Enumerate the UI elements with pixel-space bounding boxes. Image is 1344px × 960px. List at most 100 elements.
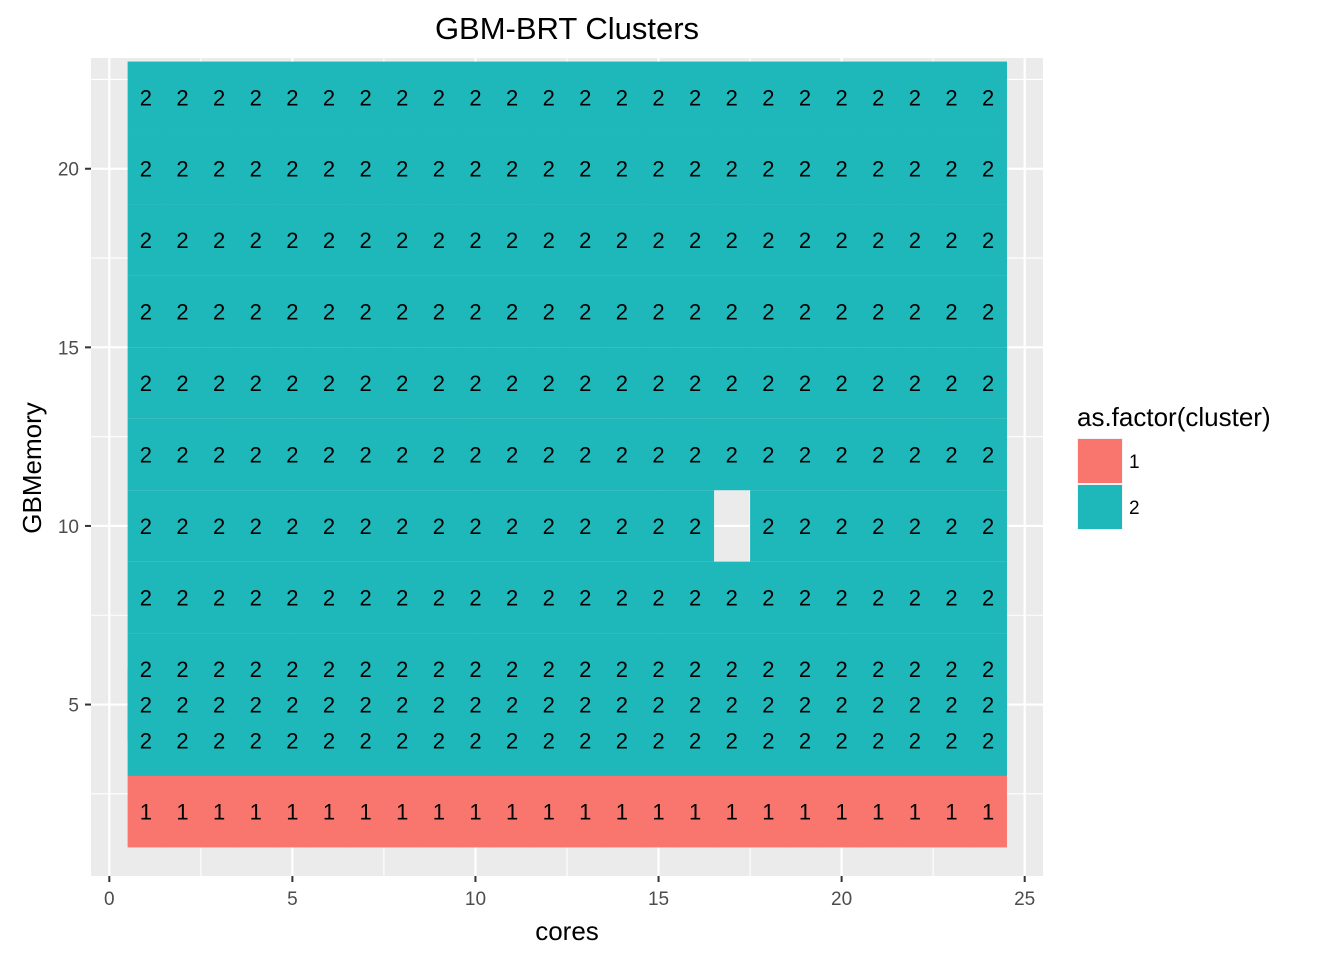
- cell-label: 2: [909, 585, 921, 610]
- heatmap-tile: [274, 347, 312, 419]
- cell-label: 2: [176, 657, 188, 682]
- heatmap-tile: [859, 133, 898, 205]
- heatmap-tile: [347, 204, 385, 276]
- heatmap-tile: [640, 490, 678, 562]
- cell-label: 2: [652, 728, 664, 753]
- heatmap-tile: [457, 275, 495, 348]
- heatmap-tile: [640, 347, 678, 419]
- heatmap-tile: [823, 133, 861, 205]
- heatmap-tile: [493, 61, 531, 134]
- heatmap-tile: [530, 561, 568, 634]
- heatmap-tile: [859, 275, 898, 348]
- cell-label: 2: [213, 585, 225, 610]
- heatmap-tile: [237, 418, 275, 491]
- heatmap-tile: [493, 418, 531, 491]
- cell-label: 2: [213, 514, 225, 539]
- heatmap-tile: [676, 561, 715, 634]
- cell-label: 2: [543, 300, 555, 325]
- cell-label: 2: [652, 300, 664, 325]
- heatmap-tile: [933, 633, 971, 705]
- cell-label: 1: [359, 800, 371, 825]
- cell-label: 2: [909, 442, 921, 467]
- x-tick-label: 20: [831, 889, 852, 910]
- cell-label: 2: [433, 228, 445, 253]
- heatmap-tile: [567, 418, 605, 491]
- heatmap-tile: [786, 633, 824, 705]
- cell-label: 2: [689, 514, 701, 539]
- cell-label: 2: [909, 693, 921, 718]
- cell-label: 2: [286, 514, 298, 539]
- heatmap-tile: [603, 633, 641, 705]
- cell-label: 2: [799, 228, 811, 253]
- cell-label: 1: [506, 800, 518, 825]
- heatmap-tile: [640, 633, 678, 705]
- cell-label: 2: [982, 728, 994, 753]
- heatmap-tile: [164, 61, 202, 134]
- cell-label: 2: [469, 371, 481, 396]
- cell-label: 2: [689, 657, 701, 682]
- x-tick-label: 25: [1014, 889, 1035, 910]
- cell-label: 2: [140, 228, 152, 253]
- cell-label: 2: [726, 228, 738, 253]
- cell-label: 2: [359, 442, 371, 467]
- cell-label: 2: [689, 371, 701, 396]
- cell-label: 2: [543, 442, 555, 467]
- heatmap-tile: [164, 490, 202, 562]
- heatmap-tile: [640, 275, 678, 348]
- cell-label: 2: [835, 371, 847, 396]
- heatmap-tile: [676, 347, 715, 419]
- cell-label: 2: [799, 371, 811, 396]
- cell-label: 2: [543, 728, 555, 753]
- cell-label: 2: [359, 585, 371, 610]
- heatmap-tile: [823, 418, 861, 491]
- heatmap-tile: [420, 418, 458, 491]
- cell-label: 2: [689, 157, 701, 182]
- cell-label: 2: [726, 300, 738, 325]
- cell-label: 2: [945, 514, 957, 539]
- cell-label: 2: [506, 300, 518, 325]
- heatmap-tile: [237, 133, 275, 205]
- cell-label: 2: [396, 300, 408, 325]
- cell-label: 2: [286, 85, 298, 110]
- heatmap-tile: [786, 275, 824, 348]
- cell-label: 2: [652, 585, 664, 610]
- cell-label: 2: [176, 728, 188, 753]
- heatmap-tile: [969, 275, 1007, 348]
- cell-label: 2: [323, 693, 335, 718]
- cell-label: 1: [726, 800, 738, 825]
- cell-label: 2: [945, 157, 957, 182]
- heatmap-tile: [969, 633, 1007, 705]
- heatmap-tile: [200, 275, 239, 348]
- heatmap-tile: [567, 204, 605, 276]
- heatmap-tile: [823, 275, 861, 348]
- cell-label: 2: [909, 85, 921, 110]
- heatmap-tile: [603, 561, 641, 634]
- heatmap-tile: [640, 133, 678, 205]
- cell-label: 2: [799, 728, 811, 753]
- heatmap-tile: [493, 347, 531, 419]
- heatmap-tile: [969, 133, 1007, 205]
- heatmap-tile: [420, 204, 458, 276]
- heatmap-tile: [347, 133, 385, 205]
- heatmap-tile: [859, 490, 898, 562]
- heatmap-tile: [200, 418, 239, 491]
- cell-label: 2: [213, 228, 225, 253]
- cell-label: 2: [799, 693, 811, 718]
- cell-label: 2: [250, 300, 262, 325]
- cell-label: 2: [396, 157, 408, 182]
- cell-label: 1: [909, 800, 921, 825]
- cell-label: 2: [286, 442, 298, 467]
- cell-label: 2: [176, 585, 188, 610]
- heatmap-tile: [969, 204, 1007, 276]
- cell-label: 2: [433, 85, 445, 110]
- y-axis-title: GBMemory: [17, 402, 47, 533]
- heatmap-tile: [127, 418, 165, 491]
- heatmap-tile: [383, 775, 422, 848]
- heatmap-tile: [603, 347, 641, 419]
- heatmap-tile: [896, 61, 934, 134]
- cell-label: 2: [396, 657, 408, 682]
- heatmap-tile: [786, 490, 824, 562]
- cell-label: 2: [433, 657, 445, 682]
- heatmap-tile: [786, 561, 824, 634]
- cell-label: 2: [909, 657, 921, 682]
